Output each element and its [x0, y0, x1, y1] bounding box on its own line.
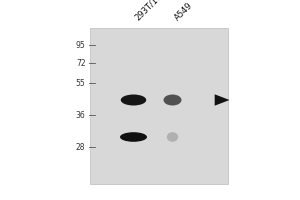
Text: 95: 95 — [76, 40, 85, 49]
Ellipse shape — [167, 132, 178, 142]
Text: 28: 28 — [76, 142, 86, 152]
Ellipse shape — [164, 95, 181, 106]
Text: 293T/17: 293T/17 — [134, 0, 164, 22]
Text: 55: 55 — [76, 78, 85, 88]
Ellipse shape — [121, 95, 146, 106]
Polygon shape — [215, 94, 230, 106]
Text: 72: 72 — [76, 58, 86, 68]
Bar — [90, 28, 228, 184]
Text: 36: 36 — [76, 110, 85, 119]
Ellipse shape — [120, 132, 147, 142]
Text: A549: A549 — [172, 0, 194, 22]
